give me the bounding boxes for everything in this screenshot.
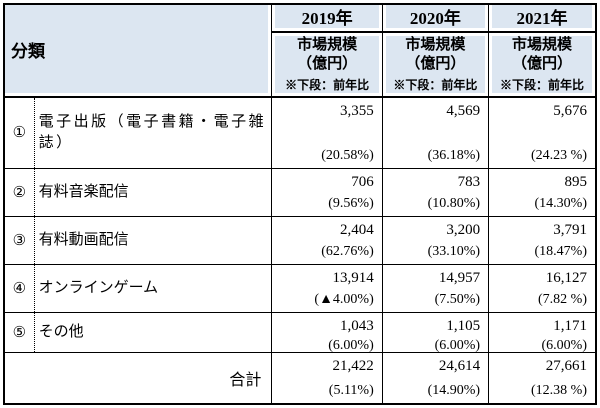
value-cell-2020: 14,957 (7.50%) [381, 263, 490, 313]
yoy: (24.23 %) [531, 147, 587, 163]
row-number: ③ [3, 215, 35, 265]
category-name: 電子出版（電子書籍・電子雑誌） [34, 96, 273, 169]
value-cell-2019: 3,355 (20.58%) [271, 96, 383, 169]
table-row-game: ④ オンラインゲーム 13,914 (▲4.00%) 14,957 (7.50%… [3, 263, 597, 313]
amount: 3,791 [553, 221, 587, 238]
yoy: (62.76%) [321, 243, 374, 259]
value-cell-2021: 1,171 (6.00%) [488, 311, 597, 353]
table-row-music: ② 有料音楽配信 706 (9.56%) 783 (10.80%) 895 (1… [3, 167, 597, 217]
yoy: (14.30%) [534, 195, 588, 211]
amount: 21,422 [332, 357, 374, 374]
amount: 27,661 [545, 357, 587, 374]
yoy: (10.80%) [427, 195, 481, 211]
metric-unit: （億円） [405, 56, 466, 72]
category-name: その他 [34, 311, 273, 353]
year-header-2019: 2019年 [271, 3, 383, 33]
yoy: (6.00%) [541, 337, 588, 353]
value-cell-2019: 1,043 (6.00%) [271, 311, 383, 353]
value-cell-2021: 3,791 (18.47%) [488, 215, 597, 265]
metric-header-2019: 市場規模 （億円） ※下段：前年比 [271, 31, 383, 98]
amount: 3,200 [446, 221, 481, 238]
value-cell-2019: 2,404 (62.76%) [271, 215, 383, 265]
value-cell-2021: 5,676 (24.23 %) [488, 96, 597, 169]
value-cell-2019: 13,914 (▲4.00%) [271, 263, 383, 313]
yoy: (6.00%) [328, 337, 374, 353]
classification-label: 分類 [5, 5, 269, 93]
metric-label: 市場規模 [297, 37, 358, 53]
amount: 24,614 [438, 357, 481, 374]
yoy: (6.00%) [434, 337, 481, 353]
year-header-2021: 2021年 [488, 3, 597, 33]
total-label: 合計 [3, 351, 273, 405]
amount: 3,355 [340, 103, 374, 119]
yoy: (12.38 %) [531, 383, 587, 398]
amount: 706 [351, 173, 374, 190]
metric-label: 市場規模 [405, 37, 466, 53]
yoy: (9.56%) [328, 195, 374, 211]
category-name: オンラインゲーム [34, 263, 273, 313]
value-cell-2021: 895 (14.30%) [488, 167, 597, 217]
year-label-2021: 2021年 [492, 5, 592, 28]
yoy: (14.90%) [427, 383, 481, 398]
amount: 783 [457, 173, 481, 190]
yoy: (5.11%) [328, 383, 374, 398]
header-row-metric: 市場規模 （億円） ※下段：前年比 市場規模 （億円） ※下段：前年比 市場規模… [4, 31, 597, 98]
metric-unit: （億円） [512, 56, 573, 72]
total-cell-2021: 27,661 (12.38 %) [488, 351, 597, 405]
yoy: (36.18%) [427, 147, 481, 163]
year-label-2019: 2019年 [275, 5, 379, 28]
category-name: 有料動画配信 [34, 215, 273, 265]
year-header-2020: 2020年 [381, 3, 490, 33]
yoy: (18.47%) [534, 243, 588, 259]
classification-header-cell: 分類 [3, 3, 273, 98]
amount: 1,171 [553, 317, 587, 334]
amount: 895 [564, 173, 588, 190]
amount: 13,914 [332, 269, 374, 286]
row-number: ① [3, 96, 35, 169]
table-row-other: ⑤ その他 1,043 (6.00%) 1,105 (6.00%) 1,171 … [3, 311, 597, 353]
category-name: 有料音楽配信 [34, 167, 273, 217]
value-cell-2019: 706 (9.56%) [271, 167, 383, 217]
metric-label: 市場規模 [512, 37, 573, 53]
year-label-2020: 2020年 [385, 5, 486, 28]
metric-unit: （億円） [297, 56, 358, 72]
amount: 14,957 [438, 269, 481, 286]
amount: 1,043 [340, 317, 374, 334]
amount: 16,127 [545, 269, 587, 286]
amount: 2,404 [340, 221, 374, 238]
total-cell-2020: 24,614 (14.90%) [381, 351, 490, 405]
yoy: (7.82 %) [538, 291, 587, 307]
metric-note: ※下段：前年比 [285, 78, 370, 92]
yoy: (20.58%) [321, 147, 374, 163]
yoy: (33.10%) [427, 243, 481, 259]
amount: 4,569 [446, 103, 481, 119]
value-cell-2020: 1,105 (6.00%) [381, 311, 490, 353]
value-cell-2020: 783 (10.80%) [381, 167, 490, 217]
metric-header-2020: 市場規模 （億円） ※下段：前年比 [381, 31, 490, 98]
row-number: ⑤ [3, 311, 35, 353]
table-row-video: ③ 有料動画配信 2,404 (62.76%) 3,200 (33.10%) 3… [3, 215, 597, 265]
value-cell-2020: 3,200 (33.10%) [381, 215, 490, 265]
metric-note: ※下段：前年比 [500, 78, 585, 92]
yoy: (▲4.00%) [314, 291, 374, 307]
row-number: ② [3, 167, 35, 217]
amount: 1,105 [446, 317, 481, 334]
total-cell-2019: 21,422 (5.11%) [271, 351, 383, 405]
metric-header-2021: 市場規模 （億円） ※下段：前年比 [488, 31, 597, 98]
header-row-years: 分類 2019年 2020年 2021年 [3, 3, 597, 98]
amount: 5,676 [553, 103, 587, 119]
value-cell-2020: 4,569 (36.18%) [381, 96, 490, 169]
table-row-total: 合計 21,422 (5.11%) 24,614 (14.90%) 27,661… [3, 351, 597, 405]
table-row-ebook: ① 電子出版（電子書籍・電子雑誌） 3,355 (20.58%) 4,569 (… [3, 96, 597, 169]
yoy: (7.50%) [434, 291, 481, 307]
value-cell-2021: 16,127 (7.82 %) [488, 263, 597, 313]
metric-note: ※下段：前年比 [393, 78, 478, 92]
row-number: ④ [3, 263, 35, 313]
market-size-table: 分類 2019年 2020年 2021年 市場規模 （億円） ※下段：前年比 市… [3, 3, 597, 405]
